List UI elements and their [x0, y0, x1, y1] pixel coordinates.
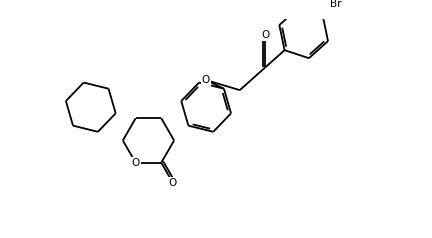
Text: O: O — [169, 178, 177, 188]
Text: O: O — [202, 75, 210, 85]
Text: O: O — [261, 30, 270, 40]
Text: O: O — [131, 158, 140, 168]
Text: Br: Br — [330, 0, 342, 9]
